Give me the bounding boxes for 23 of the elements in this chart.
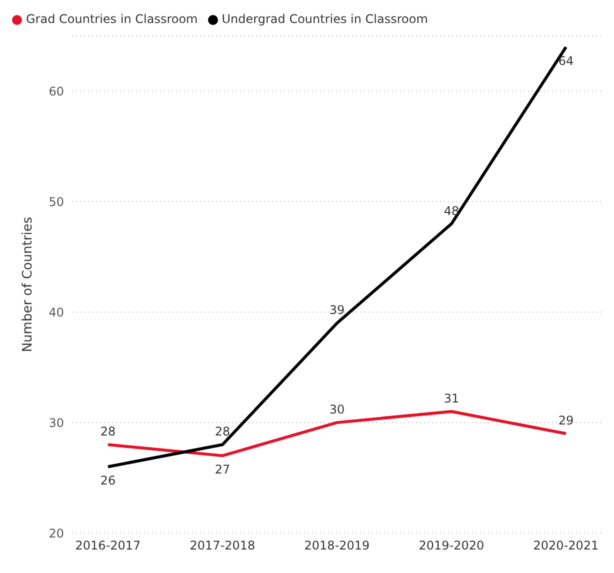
x-tick-label: 2016-2017 — [75, 538, 141, 553]
y-tick-label: 30 — [48, 416, 64, 430]
data-label: 39 — [329, 303, 345, 318]
data-label: 64 — [558, 54, 574, 68]
x-tick-label: 2020-2021 — [533, 538, 599, 553]
y-tick-label: 20 — [48, 526, 64, 540]
data-label: 27 — [214, 462, 230, 477]
y-tick-label: 40 — [48, 305, 64, 320]
y-tick-label: 60 — [48, 84, 64, 98]
legend-label: Grad Countries in Classroom — [26, 12, 198, 26]
data-label: 28 — [214, 424, 230, 439]
y-axis-title: Number of Countries — [20, 216, 36, 352]
data-label: 48 — [444, 204, 460, 218]
y-tick-label: 50 — [48, 194, 64, 209]
data-label: 29 — [558, 414, 574, 428]
data-label: 28 — [100, 424, 116, 439]
x-tick-label: 2017-2018 — [190, 538, 256, 553]
data-label: 31 — [444, 392, 460, 406]
legend-label: Undergrad Countries in Classroom — [222, 12, 428, 26]
x-tick-label: 2018-2019 — [304, 538, 370, 553]
x-tick-label: 2019-2020 — [418, 538, 484, 553]
data-label: 26 — [100, 474, 116, 488]
data-label: 30 — [329, 402, 345, 417]
